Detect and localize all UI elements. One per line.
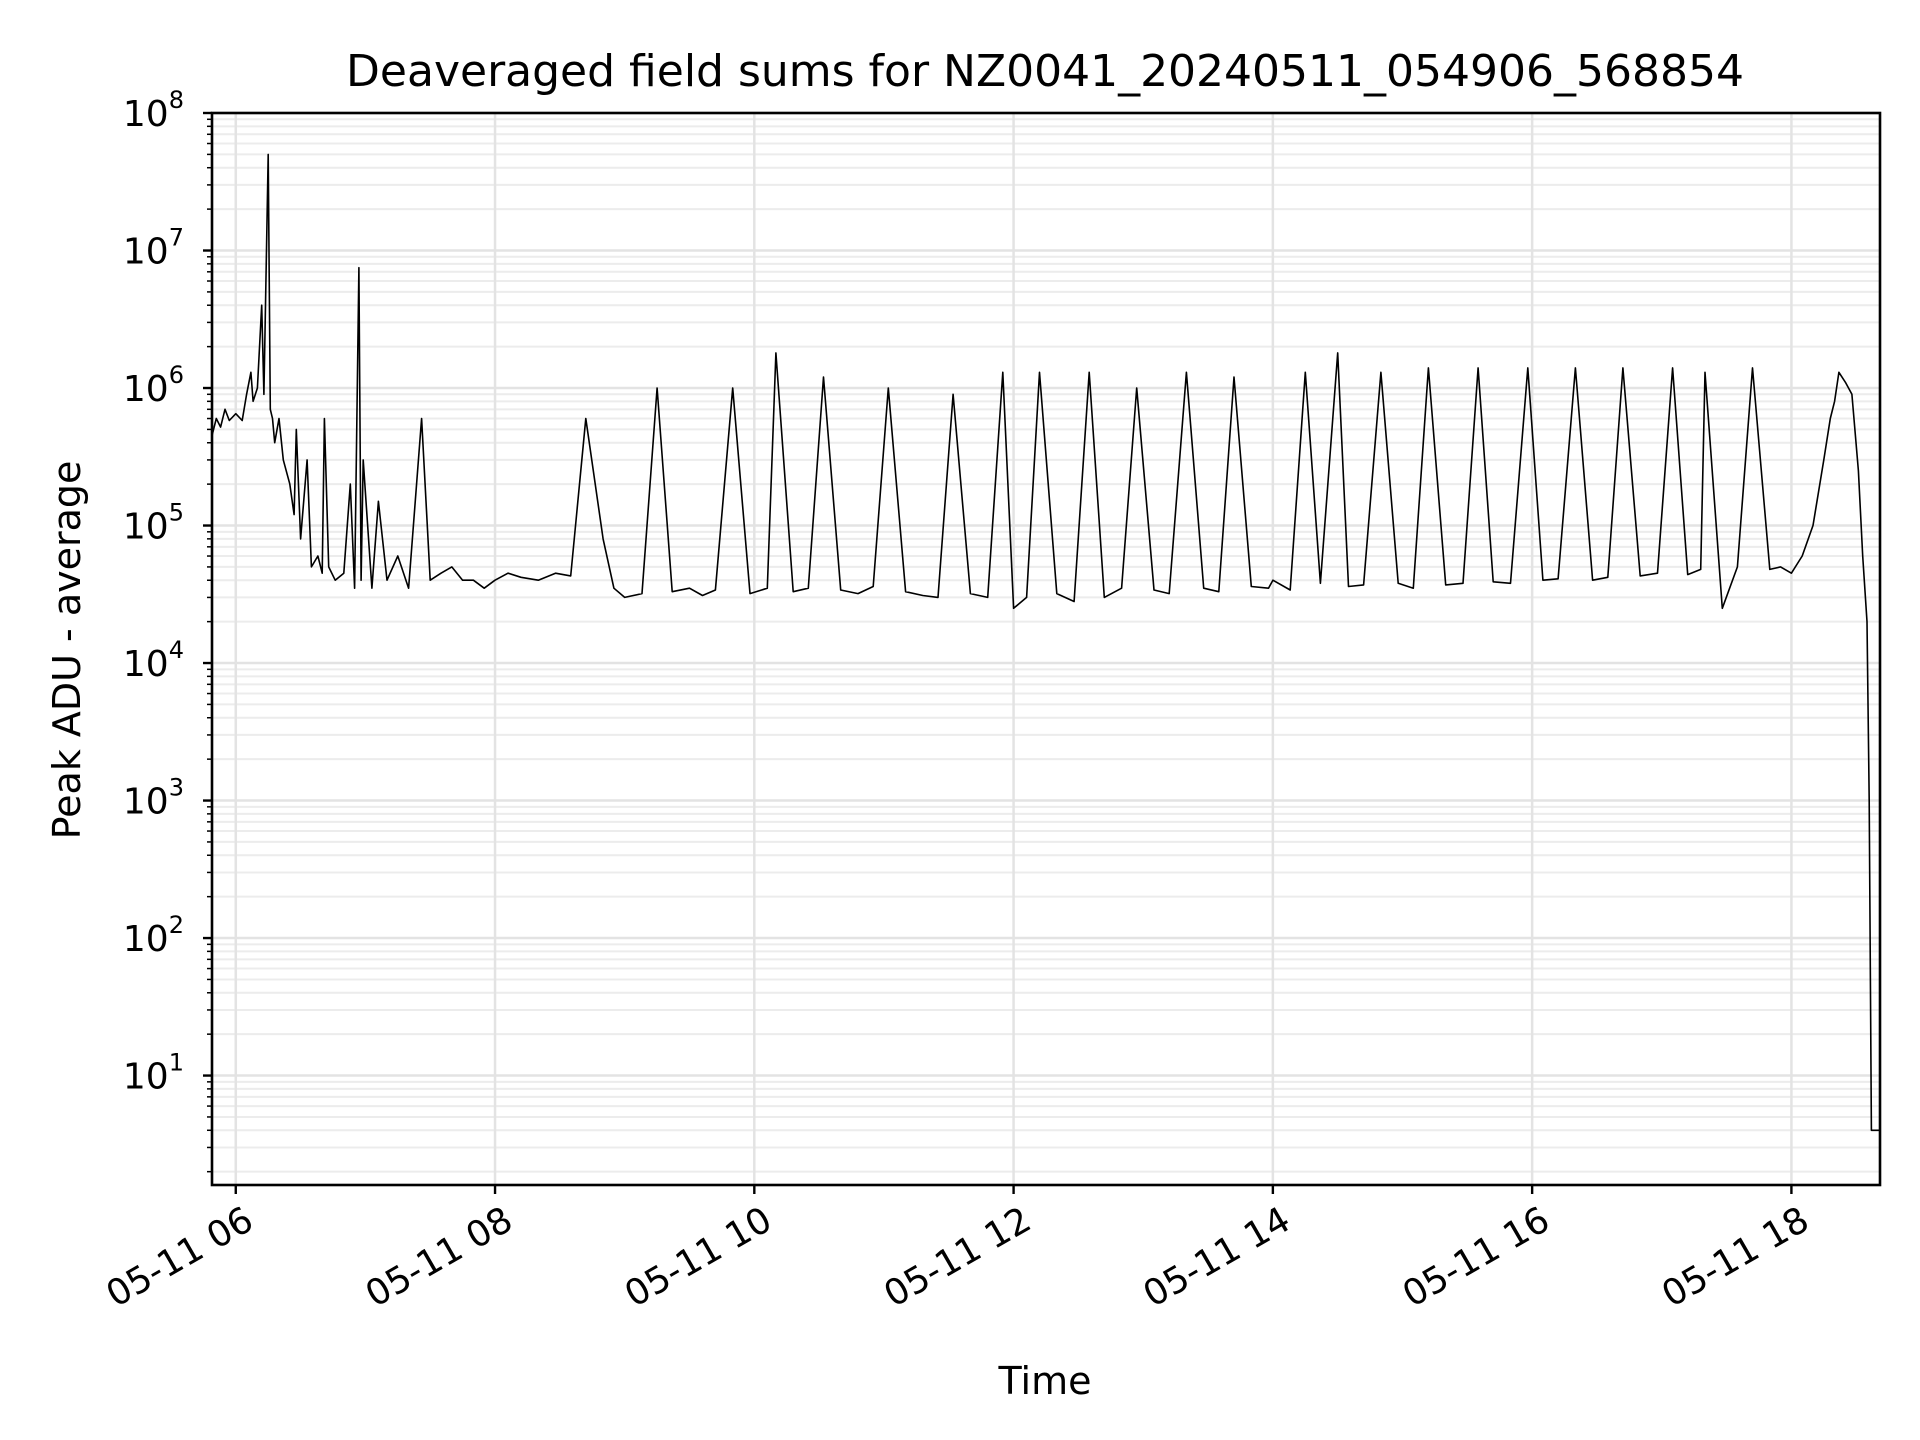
y-tick-label: 104 [123,636,184,685]
y-tick-label-exponent: 4 [169,636,184,664]
y-tick-label-exponent: 5 [169,499,184,527]
series-layer [211,153,1880,1132]
y-tick-label-exponent: 8 [169,86,184,114]
y-tick-label-exponent: 2 [169,911,184,939]
y-tick-label-base: 10 [123,507,169,548]
y-tick-label: 101 [123,1049,184,1098]
y-tick-label-base: 10 [123,232,169,273]
y-tick-label-base: 10 [123,782,169,823]
y-tick-label: 108 [123,86,184,135]
y-tick-label-base: 10 [123,94,169,135]
y-tick-label-base: 10 [123,644,169,685]
y-tick-label: 107 [123,224,184,273]
y-tick-label-base: 10 [123,1057,169,1098]
plot-area-frame [210,111,1882,1187]
y-tick-label: 102 [123,911,184,960]
grid-lines [212,111,1880,1185]
y-tick-label: 106 [123,361,184,410]
tick-marks [203,111,1793,1194]
y-tick-label-exponent: 3 [169,774,184,802]
y-tick-label: 103 [123,774,184,823]
y-tick-label: 105 [123,499,184,548]
y-tick-label-base: 10 [123,369,169,410]
y-tick-label-base: 10 [123,919,169,960]
y-tick-label-exponent: 7 [169,224,184,252]
x-axis-label: Time [998,1359,1092,1403]
y-tick-label-exponent: 6 [169,361,184,389]
y-tick-label-exponent: 1 [169,1049,184,1077]
chart-title: Deaveraged field sums for NZ0041_2024051… [346,46,1744,97]
y-axis-label: Peak ADU - average [45,461,89,840]
series-line [211,153,1880,1132]
